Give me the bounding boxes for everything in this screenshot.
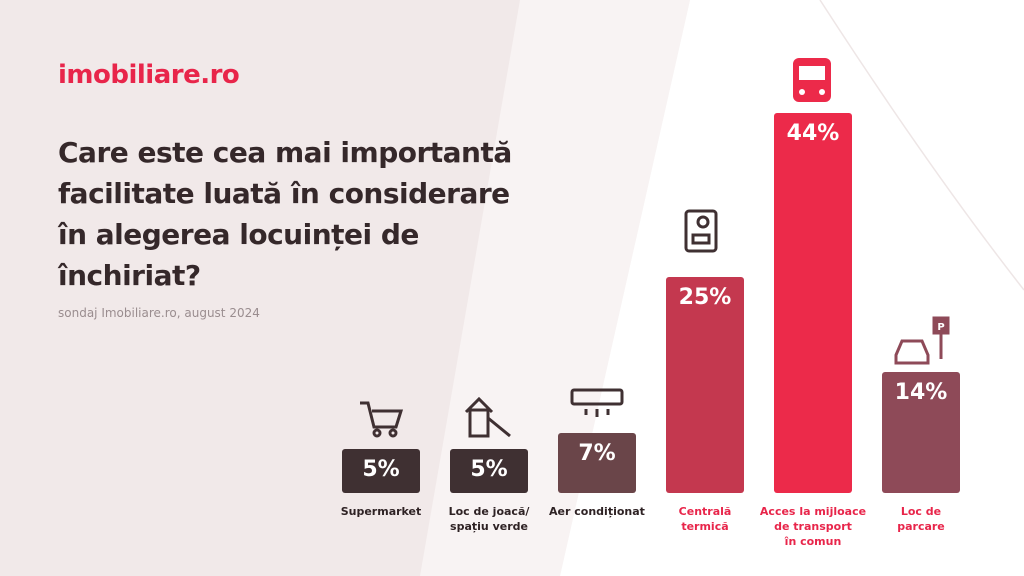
value-label: 5% — [470, 457, 508, 482]
value-label: 14% — [894, 380, 948, 406]
value-label: 25% — [678, 285, 732, 311]
bar: 5% — [450, 449, 528, 493]
bar: 7% — [558, 432, 636, 493]
value-label: 5% — [362, 457, 400, 482]
svg-text:P: P — [937, 322, 944, 333]
x-tick-label: Loc de joacă/ spațiu verde — [448, 505, 530, 533]
value-label: 7% — [578, 440, 616, 466]
bar: 25% — [666, 277, 744, 493]
chart-title: Care este cea mai importantă facilitate … — [58, 136, 512, 292]
x-tick-label: Acces la mijloace de transport în comun — [759, 505, 867, 548]
bar: 5% — [342, 449, 420, 493]
bar: 14% — [882, 372, 960, 493]
chart-subtitle: sondaj Imobiliare.ro, august 2024 — [58, 306, 260, 320]
bar: 44% — [774, 113, 852, 493]
value-label: 44% — [786, 121, 840, 146]
x-tick-label: Centrală termică — [678, 505, 732, 533]
x-tick-label: Aer condiționat — [549, 505, 645, 518]
x-tick-label: Loc de parcare — [897, 505, 945, 533]
x-tick-label: Supermarket — [340, 505, 422, 518]
logo: imobiliare.ro — [58, 60, 240, 90]
